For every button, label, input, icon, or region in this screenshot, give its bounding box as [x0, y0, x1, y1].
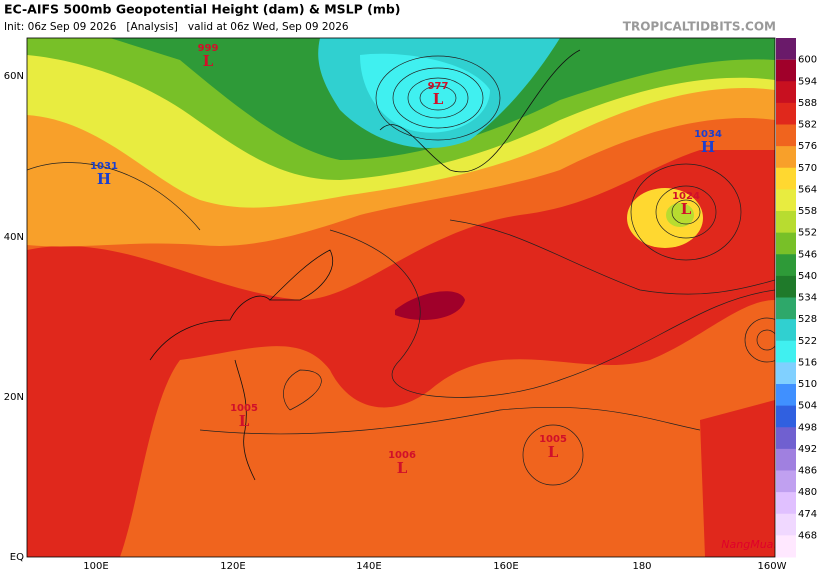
- colorbar-label: 528: [798, 314, 817, 325]
- colorbar-label: 588: [798, 98, 817, 109]
- pressure-letter: L: [203, 52, 214, 70]
- colorbar-label: 510: [798, 379, 817, 390]
- pressure-letter: H: [701, 138, 715, 156]
- colorbar-label: 564: [798, 184, 817, 195]
- coastlines: [149, 49, 581, 481]
- colorbar-cell: [776, 167, 796, 190]
- colorbar-cell: [776, 405, 796, 428]
- subtitle: Init: 06z Sep 09 2026 [Analysis] valid a…: [4, 21, 349, 33]
- colorbar-cell: [776, 470, 796, 493]
- lat-label: 60N: [4, 71, 24, 82]
- site-name: TROPICALTIDBITS.COM: [623, 20, 776, 34]
- colorbar-label: 534: [798, 293, 817, 304]
- colorbar-cell: [776, 81, 796, 104]
- colorbar-cell: [776, 492, 796, 515]
- colorbar-cell: [776, 448, 796, 471]
- colorbar-cell: [776, 232, 796, 255]
- colorbar-cell: [776, 340, 796, 363]
- colorbar-label: 576: [798, 141, 817, 152]
- colorbar-cell: [776, 254, 796, 277]
- colorbar-label: 540: [798, 271, 817, 282]
- pressure-value: 977: [428, 81, 449, 92]
- colorbar-label: 492: [798, 444, 817, 455]
- colorbar-label: 570: [798, 163, 817, 174]
- colorbar-label: 594: [798, 76, 817, 87]
- pressure-letter: L: [433, 90, 444, 108]
- map-frame: [26, 37, 776, 558]
- pressure-value: 1031: [90, 161, 118, 172]
- colorbar-label: 504: [798, 401, 817, 412]
- colorbar-label: 582: [798, 120, 817, 131]
- pressure-value: 1034: [694, 129, 722, 140]
- pressure-value: 1005: [230, 403, 258, 414]
- lon-label: 180: [632, 561, 651, 572]
- lon-label: 140E: [356, 561, 381, 572]
- colorbar-label: 474: [798, 509, 817, 520]
- colorbar-cell: [776, 535, 796, 558]
- colorbar-cell: [776, 319, 796, 342]
- colorbar-cell: [776, 275, 796, 298]
- colorbar-cell: [776, 297, 796, 320]
- isobars: [27, 55, 775, 486]
- colorbar-label: 600: [798, 55, 817, 66]
- pressure-letter: L: [397, 459, 408, 477]
- lat-label: 40N: [4, 232, 24, 243]
- colorbar-label: 468: [798, 530, 817, 541]
- colorbar-cell: [776, 102, 796, 125]
- pressure-letter: L: [681, 200, 692, 218]
- colorbar-label: 498: [798, 422, 817, 433]
- lon-label: 100E: [83, 561, 108, 572]
- colorbar-label: 486: [798, 466, 817, 477]
- colorbar-cell: [776, 38, 796, 60]
- watermark: NangMua.VN: [721, 538, 792, 551]
- pressure-value: 1024: [672, 191, 700, 202]
- colorbar-label: 522: [798, 336, 817, 347]
- lon-label: 120E: [220, 561, 245, 572]
- colorbar-cell: [776, 513, 796, 536]
- lon-label: 160W: [758, 561, 787, 572]
- title: EC-AIFS 500mb Geopotential Height (dam) …: [4, 2, 401, 17]
- pressure-letter: H: [97, 170, 111, 188]
- colorbar-cell: [776, 59, 796, 82]
- colorbar-label: 552: [798, 228, 817, 239]
- colorbar-cell: [776, 211, 796, 234]
- colorbar-cell: [776, 384, 796, 407]
- pressure-value: 999: [198, 43, 219, 54]
- colorbar-label: 558: [798, 206, 817, 217]
- colorbar-label: 480: [798, 487, 817, 498]
- colorbar-label: 516: [798, 357, 817, 368]
- colorbar-cell: [776, 124, 796, 147]
- lon-label: 160E: [493, 561, 518, 572]
- lat-label: 20N: [4, 392, 24, 403]
- colorbar-cell: [776, 427, 796, 450]
- pressure-letter: L: [548, 443, 559, 461]
- lat-label: EQ: [10, 552, 24, 563]
- colorbar-cell: [776, 362, 796, 385]
- pressure-letter: L: [239, 412, 250, 430]
- pressure-value: 1006: [388, 450, 416, 461]
- colorbar-cell: [776, 189, 796, 212]
- colorbar-label: 546: [798, 249, 817, 260]
- colorbar-cell: [776, 146, 796, 169]
- pressure-value: 1005: [539, 434, 567, 445]
